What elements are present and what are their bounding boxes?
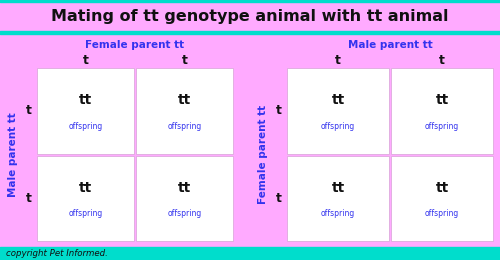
- Text: offspring: offspring: [321, 209, 355, 218]
- Text: tt: tt: [332, 94, 344, 107]
- Bar: [37, 155, 134, 241]
- Text: offspring: offspring: [425, 122, 459, 131]
- Text: t: t: [182, 55, 188, 68]
- Text: offspring: offspring: [168, 209, 202, 218]
- Text: copyright Pet Informed.: copyright Pet Informed.: [6, 249, 108, 258]
- Text: tt: tt: [436, 94, 448, 107]
- Text: Male parent tt: Male parent tt: [8, 112, 18, 197]
- Text: t: t: [26, 192, 32, 205]
- Bar: [287, 155, 389, 241]
- Text: Mating of tt genotype animal with tt animal: Mating of tt genotype animal with tt ani…: [52, 10, 449, 24]
- Bar: [136, 68, 233, 153]
- Text: offspring: offspring: [68, 209, 102, 218]
- Bar: [136, 155, 233, 241]
- Text: offspring: offspring: [68, 122, 102, 131]
- Text: t: t: [82, 55, 88, 68]
- Bar: [287, 68, 389, 153]
- Bar: [391, 155, 493, 241]
- Text: tt: tt: [178, 181, 191, 195]
- Text: t: t: [26, 104, 32, 117]
- Text: offspring: offspring: [168, 122, 202, 131]
- Text: tt: tt: [332, 181, 344, 195]
- Text: Female parent tt: Female parent tt: [86, 40, 184, 50]
- Bar: [391, 68, 493, 153]
- Text: tt: tt: [436, 181, 448, 195]
- Text: tt: tt: [79, 94, 92, 107]
- Text: Female parent tt: Female parent tt: [258, 105, 268, 204]
- Bar: [37, 68, 134, 153]
- Text: offspring: offspring: [425, 209, 459, 218]
- Text: t: t: [276, 104, 282, 117]
- Text: tt: tt: [178, 94, 191, 107]
- Text: t: t: [335, 55, 341, 68]
- Text: t: t: [439, 55, 445, 68]
- Text: Male parent tt: Male parent tt: [348, 40, 432, 50]
- Text: offspring: offspring: [321, 122, 355, 131]
- Text: t: t: [276, 192, 282, 205]
- Text: tt: tt: [79, 181, 92, 195]
